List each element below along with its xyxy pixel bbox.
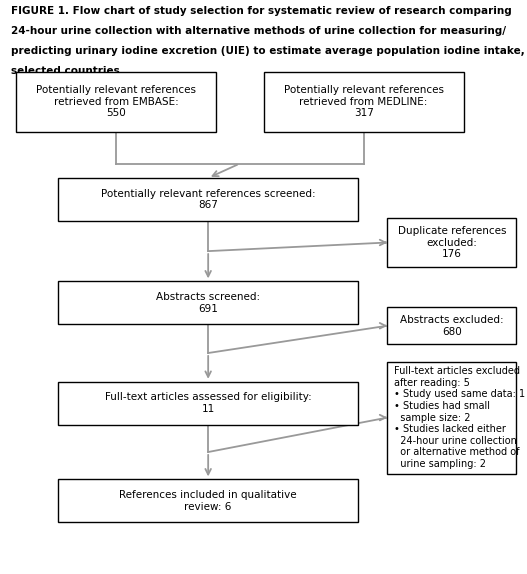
Bar xyxy=(387,362,516,474)
Bar xyxy=(387,307,516,344)
Text: Full-text articles excluded
after reading: 5
• Study used same data: 1
• Studies: Full-text articles excluded after readin… xyxy=(394,366,525,469)
Text: Potentially relevant references screened:
867: Potentially relevant references screened… xyxy=(101,189,316,210)
Bar xyxy=(387,218,516,267)
Text: References included in qualitative
review: 6: References included in qualitative revie… xyxy=(119,490,297,511)
Text: Potentially relevant references
retrieved from EMBASE:
550: Potentially relevant references retrieve… xyxy=(36,86,196,118)
Bar xyxy=(16,72,216,132)
Bar xyxy=(58,178,358,221)
Text: Full-text articles assessed for eligibility:
11: Full-text articles assessed for eligibil… xyxy=(105,393,311,414)
Text: FIGURE 1. Flow chart of study selection for systematic review of research compar: FIGURE 1. Flow chart of study selection … xyxy=(11,6,511,15)
Text: Potentially relevant references
retrieved from MEDLINE:
317: Potentially relevant references retrieve… xyxy=(284,86,444,118)
Bar xyxy=(264,72,464,132)
Text: Duplicate references
excluded:
176: Duplicate references excluded: 176 xyxy=(398,226,506,259)
Text: selected countries: selected countries xyxy=(11,66,119,76)
Bar xyxy=(58,281,358,324)
Bar xyxy=(58,479,358,522)
Text: Abstracts screened:
691: Abstracts screened: 691 xyxy=(156,292,260,313)
Bar xyxy=(58,382,358,425)
Text: predicting urinary iodine excretion (UIE) to estimate average population iodine : predicting urinary iodine excretion (UIE… xyxy=(11,46,524,56)
Text: 24-hour urine collection with alternative methods of urine collection for measur: 24-hour urine collection with alternativ… xyxy=(11,26,505,36)
Text: Abstracts excluded:
680: Abstracts excluded: 680 xyxy=(400,315,504,336)
